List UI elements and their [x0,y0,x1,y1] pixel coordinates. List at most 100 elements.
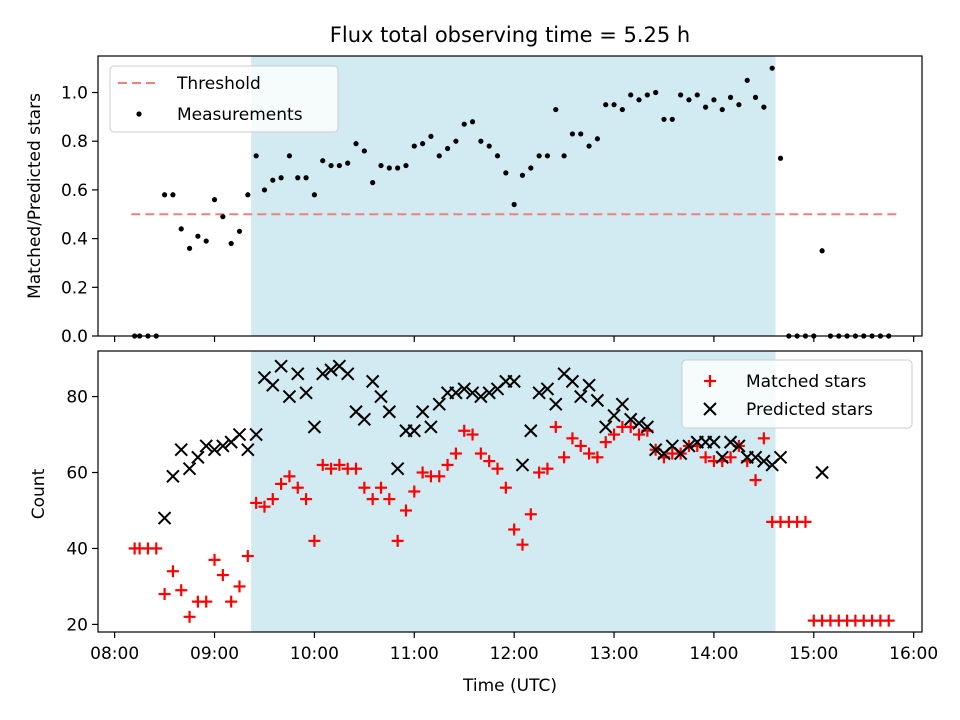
top-panel: 0.0 0.2 0.4 0.6 0.8 1.0 Matched/Predicted sta… [25,55,923,347]
x-tick-label: 13:00 [590,644,639,664]
measurement-point [186,245,193,251]
measurement-point [486,143,492,149]
matched-star-point [399,504,412,517]
measurement-point [536,153,542,159]
matched-star-point [574,439,587,452]
predicted-star-point [365,374,380,389]
predicted-star-point [415,405,430,419]
predicted-star-point [732,439,746,453]
matched-star-point [524,508,537,521]
measurement-point [519,172,526,178]
measurement-point [245,192,251,198]
matched-star-point [366,493,379,506]
predicted-star-point [299,386,313,400]
predicted-star-point [282,389,297,404]
predicted-star-point [249,427,263,442]
matched-star-point [258,500,271,513]
x-tick-label: 14:00 [689,644,738,664]
matched-star-point [599,436,612,449]
matched-star-point [241,550,254,563]
matched-star-point [608,428,621,441]
predicted-star-point [266,378,280,392]
matched-star-point [316,458,329,471]
matched-star-point [724,451,737,464]
matched-star-point [591,451,604,464]
matched-star-point [333,458,346,471]
predicted-star-point [307,420,322,434]
predicted-star-point [316,367,330,381]
predicted-star-point [607,408,621,423]
matched-star-point [374,481,387,494]
matched-star-point [325,462,338,475]
top-observing-window-shade [251,56,776,336]
matched-star-point [358,481,371,494]
measurement-point [436,153,442,159]
legend-threshold-label: Threshold [176,74,261,94]
matched-stars-series [128,420,895,627]
measurement-point [561,153,567,159]
matched-star-point [458,424,471,437]
measurement-point [469,119,476,125]
predicted-star-point [357,412,372,427]
measurement-point [220,214,226,220]
predicted-star-point [274,359,288,373]
predicted-star-point [707,435,721,449]
predicted-star-point [507,374,521,389]
top-x-ticks [114,336,915,342]
measurement-point [503,170,509,176]
predicted-star-point [524,424,538,438]
measurement-point [686,97,692,103]
matched-star-point [166,565,179,578]
measurement-point [328,162,334,169]
matched-star-point [483,455,496,468]
measurement-point [203,238,209,244]
top-legend-box [109,65,339,133]
predicted-star-point [532,386,546,400]
predicted-star-point [515,458,530,472]
legend-matched-label: Matched stars [746,372,866,392]
matched-star-point [275,477,288,490]
matched-star-point [749,474,762,487]
x-axis: 08:00 09:00 10:00 11:00 12:00 13:00 14:00 15:00… [90,632,938,664]
matched-star-point [699,451,712,464]
predicted-star-point [232,427,247,442]
matched-star-point [757,432,770,445]
legend-measurements-swatch [136,111,142,117]
matched-star-point [474,447,487,460]
predicted-star-point [432,397,446,411]
predicted-star-point [474,389,488,404]
matched-star-point [150,542,163,555]
measurement-point [528,165,534,171]
predicted-star-point [457,382,471,396]
measurement-point [303,175,309,181]
matched-star-point [516,538,529,551]
x-tick-label: 12:00 [490,644,539,664]
predicted-star-point [623,412,638,427]
measurement-point [420,141,426,147]
measurement-point [228,240,234,247]
x-axis-label: Time (UTC) [462,676,557,696]
measurement-point [395,165,401,171]
bottom-panel: 20 40 60 80 08:00 09:00 10:00 11:00 12:00 13:00 1… [29,350,938,696]
measurement-point [727,94,734,100]
measurement-point [286,153,293,159]
matched-star-point [225,595,238,608]
y-tick-label: 0.2 [61,278,88,298]
measurement-point [611,102,617,108]
measurement-point [544,153,551,159]
measurement-point [702,104,709,110]
matched-star-point [566,432,579,445]
matched-star-point [350,462,363,475]
x-tick-label: 16:00 [889,644,938,664]
measurement-point [578,131,584,137]
matched-star-point [408,485,421,498]
predicted-star-point [324,363,338,377]
legend-predicted-swatch [703,402,717,416]
predicted-star-point [590,393,605,408]
measurement-point [178,226,184,232]
predicted-star-point [715,450,729,465]
matched-star-point [499,481,512,494]
x-tick-label: 08:00 [90,644,139,664]
measurement-point [569,131,576,137]
measurement-point [378,162,384,169]
